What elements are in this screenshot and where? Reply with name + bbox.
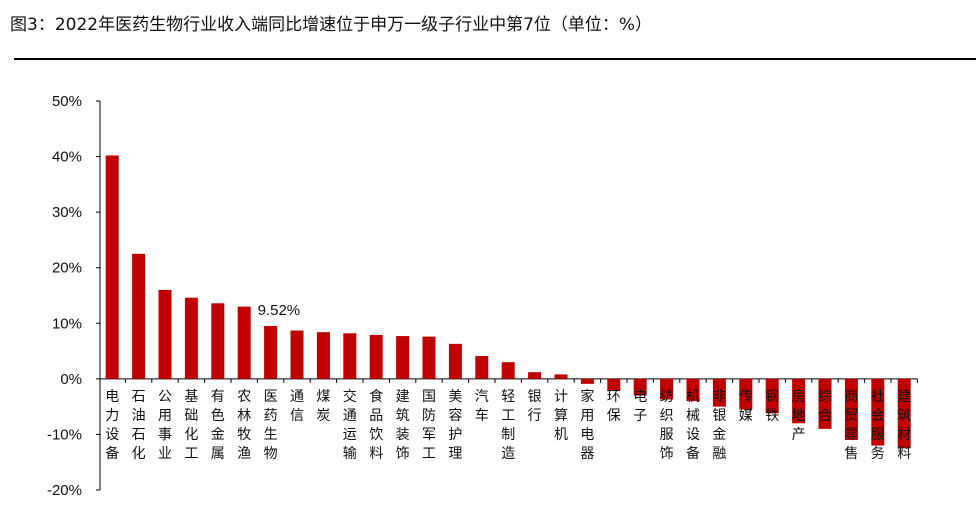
category-label: 电子 xyxy=(633,389,647,424)
bar-银行 xyxy=(528,372,542,379)
category-label: 煤炭 xyxy=(316,389,330,424)
bar-交通运输 xyxy=(343,333,357,379)
bar-钢铁 xyxy=(765,378,779,414)
category-label: 纺织服饰 xyxy=(660,389,674,462)
category-label: 非银金融 xyxy=(712,389,726,462)
bar-食品饮料 xyxy=(369,334,383,379)
category-label: 电力设备 xyxy=(105,389,119,462)
bar-房地产 xyxy=(792,378,806,424)
data-label-annotation: 9.52% xyxy=(258,302,301,319)
bar-社会服务 xyxy=(871,378,885,446)
bar-基础化工 xyxy=(184,297,198,379)
category-label: 银行 xyxy=(528,389,542,424)
category-label: 轻工制造 xyxy=(501,389,515,462)
category-label: 交通运输 xyxy=(343,388,357,462)
category-label: 房地产 xyxy=(792,389,806,443)
bar-电子 xyxy=(633,378,647,396)
bar-家用电器 xyxy=(580,378,594,384)
category-label: 农林牧渔 xyxy=(237,389,251,462)
y-tick-label: 40% xyxy=(52,149,82,166)
category-label: 食品饮料 xyxy=(369,388,383,462)
category-label: 机械设备 xyxy=(686,389,700,462)
category-label: 汽车 xyxy=(475,389,489,424)
bar-传媒 xyxy=(739,378,753,410)
bar-综合 xyxy=(818,378,832,429)
category-label: 商贸零售 xyxy=(844,389,858,462)
bar-国防军工 xyxy=(422,336,436,379)
category-label: 美容护理 xyxy=(448,389,462,462)
bar-石油石化 xyxy=(132,253,146,379)
bar-有色金属 xyxy=(211,303,225,379)
category-label: 环保 xyxy=(607,389,621,424)
bar-汽车 xyxy=(475,356,489,379)
category-label: 石油石化 xyxy=(132,389,146,462)
bar-煤炭 xyxy=(316,332,330,379)
bar-商贸零售 xyxy=(844,378,858,440)
y-tick-label: 0% xyxy=(60,371,82,388)
bar-环保 xyxy=(607,378,621,392)
category-label: 通信 xyxy=(290,389,304,424)
category-label: 社会服务 xyxy=(871,389,885,462)
category-label: 公用事业 xyxy=(158,389,172,462)
bar-建筑装饰 xyxy=(396,336,410,379)
bar-轻工制造 xyxy=(501,362,515,379)
category-label: 家用电器 xyxy=(580,388,594,462)
bar-通信 xyxy=(290,330,304,379)
y-tick-label: 20% xyxy=(52,260,82,277)
bar-农林牧渔 xyxy=(237,306,251,379)
y-tick-label: 30% xyxy=(52,204,82,221)
category-label: 计算机 xyxy=(554,389,568,443)
bar-公用事业 xyxy=(158,289,172,379)
category-label: 传媒 xyxy=(739,389,753,424)
category-label: 综合 xyxy=(818,389,832,424)
bar-建筑材料 xyxy=(897,378,911,449)
bar-医药生物 xyxy=(264,325,278,379)
category-label: 建筑装饰 xyxy=(396,389,410,462)
y-tick-label: -10% xyxy=(47,426,82,443)
category-label: 国防军工 xyxy=(422,389,436,462)
y-tick-label: -20% xyxy=(47,482,82,499)
figure-title: 图3：2022年医药生物行业收入端同比增速位于申万一级子行业中第7位（单位：%） xyxy=(10,15,653,35)
category-label: 有色金属 xyxy=(211,389,225,462)
y-tick-label: 50% xyxy=(52,93,82,110)
category-label: 基础化工 xyxy=(184,388,198,462)
bar-电力设备 xyxy=(105,155,119,379)
category-label: 医药生物 xyxy=(264,389,278,462)
category-label: 建筑材料 xyxy=(897,389,911,462)
bar-计算机 xyxy=(554,374,568,379)
bar-非银金融 xyxy=(712,378,726,407)
bar-纺织服饰 xyxy=(660,378,674,400)
bar-机械设备 xyxy=(686,378,700,402)
title-rule xyxy=(14,58,976,60)
category-label: 钢铁 xyxy=(765,389,779,424)
y-tick-label: 10% xyxy=(52,315,82,332)
bar-美容护理 xyxy=(448,343,462,379)
